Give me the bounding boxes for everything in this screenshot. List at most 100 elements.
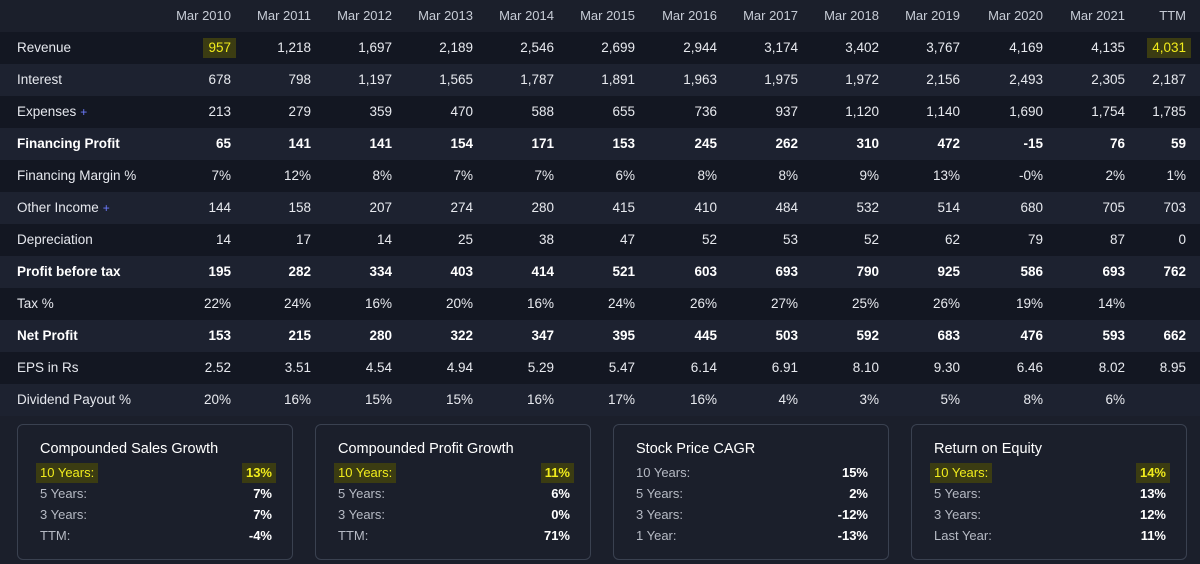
expand-plus-icon[interactable]: + xyxy=(80,105,88,119)
card-row: 3 Years: 7% xyxy=(40,505,272,525)
card-row-key: 5 Years: xyxy=(40,486,87,501)
card-row: 3 Years: -12% xyxy=(636,505,868,525)
table-cell: 603 xyxy=(694,264,717,279)
table-cell: 3,174 xyxy=(764,40,798,55)
table-cell: 24% xyxy=(283,296,311,311)
table-cell: 592 xyxy=(856,328,879,343)
table-cell: 1,218 xyxy=(277,40,311,55)
table-cell: 16% xyxy=(526,296,554,311)
table-cell: 282 xyxy=(288,264,311,279)
table-cell: 693 xyxy=(775,264,798,279)
table-cell: 279 xyxy=(288,104,311,119)
table-cell: 280 xyxy=(531,200,554,215)
table-cell: 588 xyxy=(531,104,554,119)
table-cell: 593 xyxy=(1102,328,1125,343)
table-cell: 16% xyxy=(364,296,392,311)
table-cell: 9% xyxy=(859,168,879,183)
table-cell: 703 xyxy=(1163,200,1186,215)
table-cell: 8.10 xyxy=(852,360,879,375)
table-cell: 472 xyxy=(937,136,960,151)
table-cell: 20% xyxy=(203,392,231,407)
table-cell: 347 xyxy=(531,328,554,343)
table-cell: 736 xyxy=(694,104,717,119)
card-row-key: 1 Year: xyxy=(636,528,677,543)
card-row-key: 5 Years: xyxy=(338,486,385,501)
card-row: 5 Years: 6% xyxy=(338,484,570,504)
card-row-value: 15% xyxy=(841,465,868,480)
table-cell: 2,156 xyxy=(926,72,960,87)
table-cell: 2,699 xyxy=(601,40,635,55)
table-cell: 87 xyxy=(1109,232,1125,247)
expand-plus-icon[interactable]: + xyxy=(102,201,110,215)
table-cell: 20% xyxy=(445,296,473,311)
growth-cards: Compounded Sales Growth 10 Years: 13% 5 Yea… xyxy=(0,420,1200,564)
card-row: 1 Year: -13% xyxy=(636,526,868,546)
column-header: Mar 2017 xyxy=(743,8,798,23)
card-row-key: 10 Years: xyxy=(930,463,993,483)
table-cell: 503 xyxy=(775,328,798,343)
table-cell: 1,787 xyxy=(520,72,554,87)
table-cell: 2,189 xyxy=(439,40,473,55)
card-row-value: 7% xyxy=(253,486,272,501)
column-header: Mar 2014 xyxy=(499,8,554,23)
row-label-text: Interest xyxy=(17,72,63,87)
table-row: Profit before tax 195 282 334 403 414 521 603 69… xyxy=(0,256,1200,288)
row-label-text: Net Profit xyxy=(17,328,78,343)
table-cell: 8% xyxy=(1023,392,1043,407)
table-cell: 1,963 xyxy=(683,72,717,87)
table-row: Financing Profit 65 141 141 154 171 153 245 262 3… xyxy=(0,128,1200,160)
table-cell: 245 xyxy=(694,136,717,151)
column-header: Mar 2015 xyxy=(580,8,635,23)
row-label-text: Financing Profit xyxy=(17,136,120,151)
card-row-key: Last Year: xyxy=(934,528,992,543)
card-row-key: 3 Years: xyxy=(40,507,87,522)
table-row: Other Income +144 158 207 274 280 415 410 484 532… xyxy=(0,192,1200,224)
table-cell: 7% xyxy=(211,168,231,183)
table-cell: 25 xyxy=(457,232,473,247)
table-cell: 484 xyxy=(775,200,798,215)
card-row-value: -4% xyxy=(248,528,272,543)
table-cell: 937 xyxy=(775,104,798,119)
growth-card: Stock Price CAGR 10 Years: 15% 5 Years: 2% 3 … xyxy=(613,424,889,560)
row-label-text: Depreciation xyxy=(17,232,93,247)
table-cell xyxy=(1106,384,1186,416)
column-header: Mar 2018 xyxy=(824,8,879,23)
table-cell: 395 xyxy=(612,328,635,343)
row-label-text: Tax % xyxy=(17,296,54,311)
row-label[interactable]: Other Income + xyxy=(17,192,110,224)
row-label: Net Profit xyxy=(17,320,78,352)
row-label[interactable]: Expenses + xyxy=(17,96,87,128)
card-row-value: 13% xyxy=(241,463,276,483)
column-header: Mar 2010 xyxy=(176,8,231,23)
row-label-text: EPS in Rs xyxy=(17,360,79,375)
column-header: TTM xyxy=(1159,8,1186,23)
table-cell: 195 xyxy=(208,264,231,279)
table-cell: 158 xyxy=(288,200,311,215)
growth-card: Return on Equity 10 Years: 14% 5 Years: 13% 3… xyxy=(911,424,1187,560)
card-row-value: -12% xyxy=(837,507,868,522)
column-header: Mar 2012 xyxy=(337,8,392,23)
card-row-key: 3 Years: xyxy=(934,507,981,522)
table-cell: 0 xyxy=(1178,232,1186,247)
table-cell: 532 xyxy=(856,200,879,215)
card-row-value: 12% xyxy=(1139,507,1166,522)
table-cell: 8.95 xyxy=(1159,360,1186,375)
table-cell: 76 xyxy=(1109,136,1125,151)
card-row-key: 3 Years: xyxy=(338,507,385,522)
table-cell: 334 xyxy=(369,264,392,279)
table-cell: 1,754 xyxy=(1091,104,1125,119)
row-label-text: Other Income xyxy=(17,200,99,215)
row-label-text: Revenue xyxy=(17,40,72,55)
table-header-row: Mar 2010 Mar 2011 Mar 2012 Mar 2013 Mar 2014… xyxy=(0,0,1200,32)
column-header: Mar 2013 xyxy=(418,8,473,23)
table-cell: 5.47 xyxy=(608,360,635,375)
table-cell: 476 xyxy=(1020,328,1043,343)
row-label-text: Financing Margin % xyxy=(17,168,137,183)
table-cell: 274 xyxy=(450,200,473,215)
table-cell: 6% xyxy=(1105,392,1125,407)
card-row-key: TTM: xyxy=(40,528,71,543)
table-cell: 957 xyxy=(151,32,236,64)
card-row-value: 71% xyxy=(543,528,570,543)
highlighted-value: 957 xyxy=(203,38,236,58)
card-row: TTM: -4% xyxy=(40,526,272,546)
